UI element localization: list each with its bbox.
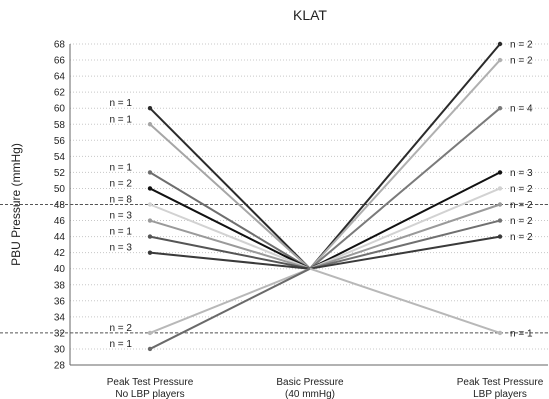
series-line-right <box>309 203 501 270</box>
y-tick-label: 54 <box>54 152 66 163</box>
n-label-left: n = 1 <box>109 114 132 125</box>
n-label-left: n = 2 <box>109 178 132 189</box>
chart-title: KLAT <box>293 7 327 23</box>
data-point-left <box>147 218 153 223</box>
y-tick-label: 56 <box>54 136 66 147</box>
series-line-left <box>149 267 311 350</box>
n-label-left: n = 1 <box>109 339 132 350</box>
data-point-right <box>497 234 503 239</box>
n-label-left: n = 1 <box>109 227 132 238</box>
y-tick-label: 36 <box>54 296 66 307</box>
y-tick-label: 32 <box>54 328 66 339</box>
y-tick-label: 34 <box>54 312 66 323</box>
y-tick-label: 62 <box>54 88 66 99</box>
data-point-left <box>147 250 153 255</box>
n-label-right: n = 2 <box>510 40 533 51</box>
series-line-left <box>149 187 311 270</box>
data-point-right <box>497 186 503 191</box>
series-line-right <box>309 267 501 334</box>
data-point-right <box>497 106 503 111</box>
n-label-left: n = 3 <box>109 243 132 254</box>
series-line-right <box>309 219 501 270</box>
series-lines <box>147 41 503 352</box>
y-tick-label: 44 <box>54 232 66 243</box>
n-label-left: n = 3 <box>109 211 132 222</box>
series-line-left <box>149 251 311 270</box>
series-line-left <box>149 171 311 270</box>
data-point-right <box>497 330 503 336</box>
data-point-right <box>497 218 503 223</box>
data-point-left <box>147 122 153 127</box>
x-category-label: Peak Test Pressure <box>107 377 194 388</box>
series-line-left <box>149 235 311 270</box>
n-label-right: n = 1 <box>510 328 533 339</box>
y-tick-label: 58 <box>54 120 66 131</box>
x-category-label: Basic Pressure <box>276 377 344 388</box>
y-tick-label: 42 <box>54 248 66 259</box>
reference-lines <box>0 204 549 334</box>
gridlines <box>70 43 548 350</box>
n-label-right: n = 3 <box>510 168 533 179</box>
y-tick-label: 30 <box>54 344 66 355</box>
series-line-right <box>309 235 501 270</box>
x-category-label: (40 mmHg) <box>285 389 335 399</box>
series-line-left <box>149 267 311 334</box>
series-line-right <box>309 107 501 270</box>
data-point-left <box>147 330 153 336</box>
n-label-left: n = 8 <box>109 195 132 206</box>
series-line-left <box>149 219 311 270</box>
y-tick-label: 52 <box>54 168 66 179</box>
n-label-right: n = 2 <box>510 56 533 67</box>
y-axis-ticks: 28 30 32 34 36 38 40 42 44 46 48 50 52 54 56 58 60 62 64 66… <box>54 40 66 372</box>
data-point-left <box>147 170 153 175</box>
data-point-left <box>147 186 153 191</box>
y-tick-label: 40 <box>54 264 66 275</box>
y-tick-label: 64 <box>54 72 66 83</box>
n-label-left: n = 2 <box>109 323 132 334</box>
n-label-right: n = 2 <box>510 184 533 195</box>
n-label-right: n = 2 <box>510 216 533 227</box>
y-tick-label: 28 <box>54 361 66 372</box>
y-tick-label: 68 <box>54 40 66 51</box>
y-tick-label: 60 <box>54 104 66 115</box>
series-line-right <box>309 59 501 270</box>
n-label-left: n = 1 <box>109 162 132 173</box>
axes <box>69 44 548 366</box>
series-line-left <box>149 203 311 270</box>
series-line-right <box>309 187 501 270</box>
series-line-right <box>309 171 501 270</box>
n-label-right: n = 2 <box>510 200 533 211</box>
series-line-right <box>309 43 501 270</box>
n-labels: n = 1 n = 1 n = 1 n = 2 n = 8 n = 3 n = 1 n = 3… <box>109 40 532 350</box>
y-tick-label: 38 <box>54 280 66 291</box>
data-point-left <box>147 346 153 352</box>
x-category-label: Peak Test Pressure <box>457 377 544 388</box>
x-category-label: LBP players <box>473 389 527 399</box>
series-line-left <box>149 123 311 270</box>
data-point-right <box>497 41 503 47</box>
y-tick-label: 46 <box>54 216 66 227</box>
n-label-left: n = 1 <box>109 98 132 109</box>
y-tick-label: 48 <box>54 200 66 211</box>
data-point-right <box>497 202 503 207</box>
n-label-right: n = 2 <box>510 232 533 243</box>
y-tick-label: 66 <box>54 56 66 67</box>
n-label-right: n = 4 <box>510 104 533 115</box>
data-point-right <box>497 57 503 63</box>
x-category-label: No LBP players <box>115 389 184 399</box>
y-tick-label: 50 <box>54 184 66 195</box>
data-point-left <box>147 106 153 111</box>
series-line-left <box>149 107 311 270</box>
data-point-left <box>147 234 153 239</box>
data-point-left <box>147 202 153 207</box>
data-point-right <box>497 170 503 175</box>
